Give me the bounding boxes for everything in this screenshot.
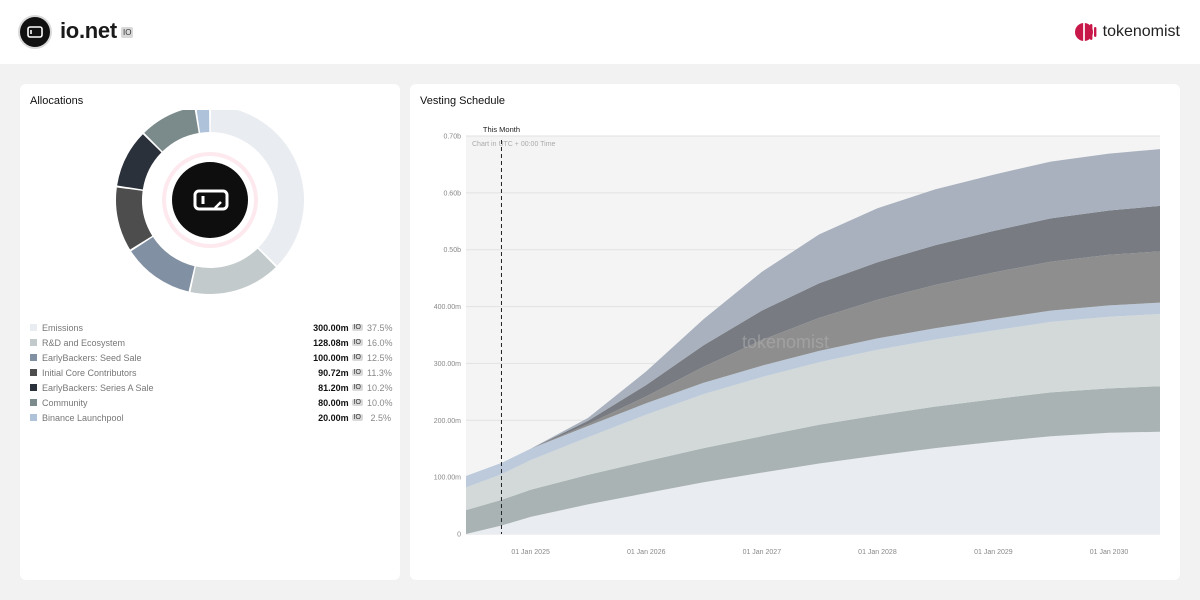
legend-percent: 37.5% xyxy=(367,322,393,333)
legend-value: 80.00m xyxy=(318,397,349,408)
legend-percent: 10.2% xyxy=(367,382,393,393)
legend-percent: 10.0% xyxy=(367,397,393,408)
legend-unit-badge: IO xyxy=(351,399,363,406)
chart-timezone-note: Chart in UTC + 00:00 Time xyxy=(472,141,556,148)
provider-brand[interactable]: tokenomist xyxy=(1074,20,1180,44)
watermark-text: tokenomist xyxy=(742,332,829,352)
area-series[interactable] xyxy=(466,386,1160,534)
x-tick-label: 01 Jan 2030 xyxy=(1090,549,1129,556)
legend-unit-badge: IO xyxy=(351,384,363,391)
legend-percent: 11.3% xyxy=(367,367,392,378)
area-series[interactable] xyxy=(466,205,1160,476)
x-tick-label: 01 Jan 2027 xyxy=(743,549,782,556)
allocations-legend: Emissions 300.00m IO 37.5% R&D and Ecosy… xyxy=(30,320,393,425)
legend-value: 300.00m xyxy=(313,322,349,333)
y-tick-label: 400.00m xyxy=(434,304,461,311)
donut-slice[interactable] xyxy=(117,134,162,190)
this-month-label: This Month xyxy=(483,125,520,134)
legend-row[interactable]: EarlyBackers: Seed Sale 100.00m IO 12.5% xyxy=(30,350,393,365)
legend-row[interactable]: EarlyBackers: Series A Sale 81.20m IO 10… xyxy=(30,380,393,395)
area-series[interactable] xyxy=(466,314,1160,511)
legend-swatch xyxy=(30,399,37,406)
legend-label: Initial Core Contributors xyxy=(42,367,137,378)
legend-row[interactable]: Emissions 300.00m IO 37.5% xyxy=(30,320,393,335)
tokenomist-logo-icon xyxy=(1074,23,1097,41)
legend-value: 100.00m xyxy=(313,352,349,363)
legend-label: Emissions xyxy=(42,322,84,333)
y-tick-label: 100.00m xyxy=(434,475,461,482)
legend-label: Binance Launchpool xyxy=(42,412,124,423)
legend-value: 90.72m xyxy=(318,367,349,378)
legend-row[interactable]: R&D and Ecosystem 128.08m IO 16.0% xyxy=(30,335,393,350)
donut-slice[interactable] xyxy=(196,110,210,133)
legend-label: Community xyxy=(42,397,88,408)
legend-label: R&D and Ecosystem xyxy=(42,337,126,348)
y-tick-label: 200.00m xyxy=(434,418,461,425)
y-tick-label: 0.70b xyxy=(443,134,461,141)
legend-swatch xyxy=(30,339,37,346)
provider-name: tokenomist xyxy=(1102,23,1180,40)
donut-slice[interactable] xyxy=(210,110,304,266)
x-tick-label: 01 Jan 2028 xyxy=(858,549,897,556)
legend-percent: 12.5% xyxy=(367,352,393,363)
vesting-schedule-panel: Vesting Schedule tokenomist 0 100.00m 200.… xyxy=(410,84,1180,580)
legend-swatch xyxy=(30,414,37,421)
legend-row[interactable]: Binance Launchpool 20.00m IO 2.5% xyxy=(30,410,391,425)
legend-unit-badge: IO xyxy=(351,414,363,421)
io-logo-icon xyxy=(27,26,43,38)
donut-slice[interactable] xyxy=(144,110,199,152)
legend-unit-badge: IO xyxy=(351,369,363,376)
x-tick-label: 01 Jan 2026 xyxy=(627,549,666,556)
legend-row[interactable]: Community 80.00m IO 10.0% xyxy=(30,395,393,410)
area-series[interactable] xyxy=(466,149,1160,476)
y-tick-label: 300.00m xyxy=(434,361,461,368)
legend-value: 81.20m xyxy=(318,382,349,393)
legend-unit-badge: IO xyxy=(351,339,363,346)
area-series[interactable] xyxy=(466,431,1160,534)
legend-percent: 16.0% xyxy=(367,337,393,348)
legend-swatch xyxy=(30,324,37,331)
legend-row[interactable]: Initial Core Contributors 90.72m IO 11.3… xyxy=(30,365,392,380)
top-bar: io.net IO tokenomist xyxy=(0,0,1200,64)
io-center-logo-icon xyxy=(193,189,229,211)
legend-unit-badge: IO xyxy=(351,354,363,361)
y-tick-label: 0.50b xyxy=(443,247,461,254)
vesting-schedule-title: Vesting Schedule xyxy=(420,95,506,107)
donut-slice[interactable] xyxy=(131,237,195,292)
legend-swatch xyxy=(30,369,37,376)
legend-swatch xyxy=(30,354,37,361)
x-tick-label: 01 Jan 2025 xyxy=(511,549,550,556)
legend-value: 128.08m xyxy=(313,337,349,348)
allocations-title: Allocations xyxy=(30,95,84,107)
vesting-schedule-chart[interactable]: tokenomist 0 100.00m 200.00m 300.00m 400.00m… xyxy=(410,84,1180,580)
legend-label: EarlyBackers: Series A Sale xyxy=(42,382,154,393)
y-tick-label: 0 xyxy=(457,532,461,539)
donut-slice[interactable] xyxy=(190,248,276,294)
allocations-donut-chart xyxy=(116,110,304,294)
legend-label: EarlyBackers: Seed Sale xyxy=(42,352,142,363)
legend-unit-badge: IO xyxy=(351,324,363,331)
project-name: io.net xyxy=(60,18,117,43)
project-ticker-badge: IO xyxy=(121,27,134,38)
donut-slice[interactable] xyxy=(116,187,153,250)
allocations-panel: Allocations Emissions 300.00m IO 37.5% R… xyxy=(20,84,400,580)
legend-swatch xyxy=(30,384,37,391)
y-tick-label: 0.60b xyxy=(443,190,461,197)
x-tick-label: 01 Jan 2029 xyxy=(974,549,1013,556)
area-series[interactable] xyxy=(466,251,1160,476)
project-logo xyxy=(20,17,50,47)
legend-value: 20.00m xyxy=(318,412,349,423)
legend-percent: 2.5% xyxy=(370,412,391,423)
